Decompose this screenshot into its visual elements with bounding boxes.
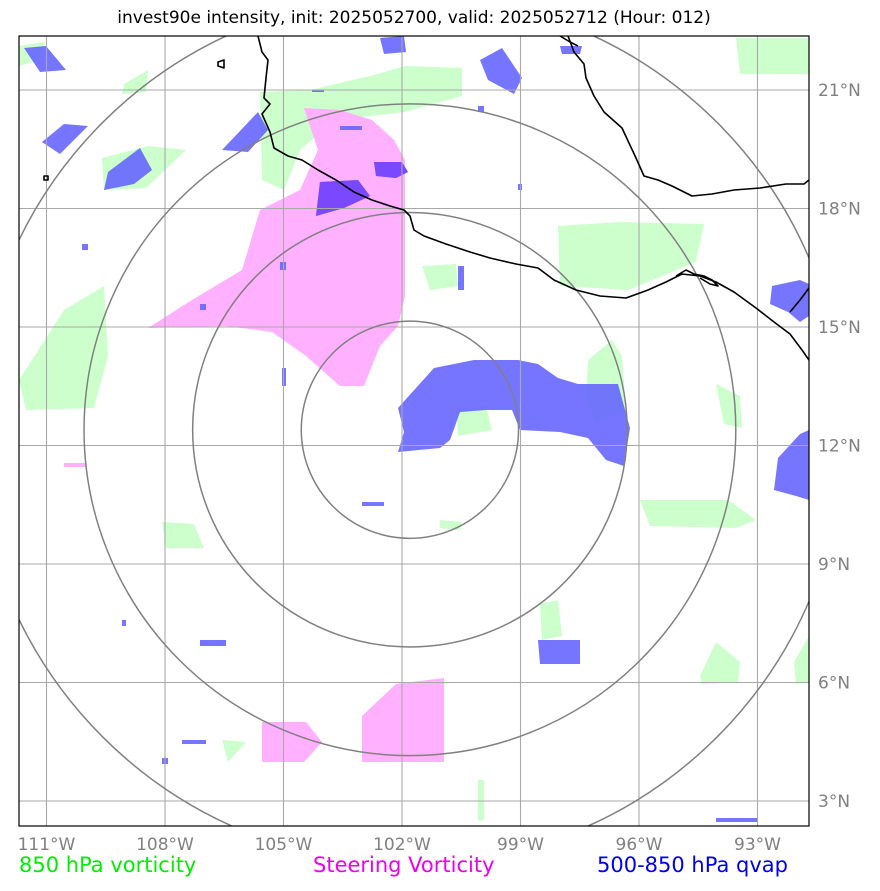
qvap-patch [770, 280, 809, 322]
qvap-patch [774, 430, 809, 500]
coastline-east [789, 287, 809, 313]
qvap-patch [480, 48, 522, 94]
lon-tick-label: 108°W [136, 835, 194, 855]
lon-tick-label: 99°W [497, 835, 544, 855]
vort850-patch [558, 222, 704, 290]
qvap-patch [42, 124, 88, 154]
vort850-patch [19, 286, 108, 410]
lat-tick-label: 15°N [818, 318, 861, 338]
overlap-patch [316, 180, 370, 216]
vort850-patch [440, 520, 462, 530]
qvap-patch [538, 640, 580, 664]
qvap-patch [458, 266, 464, 290]
legend-850-vorticity: 850 hPa vorticity [19, 853, 197, 877]
vort850-patch [422, 264, 458, 290]
qvap-patch [82, 244, 88, 250]
range-rings [19, 36, 809, 826]
steering-vort-patch [262, 722, 322, 762]
lat-tick-label: 3°N [818, 792, 850, 812]
overlap-fields [316, 162, 408, 216]
lon-tick-label: 111°W [18, 835, 76, 855]
range-ring [83, 103, 737, 757]
map-title: invest90e intensity, init: 2025052700, v… [117, 8, 711, 28]
latitude-labels: 21°N 18°N 15°N 12°N 9°N 6°N 3°N [818, 81, 861, 812]
qvap-patch [24, 46, 66, 72]
coastline-gulf-segment [559, 36, 579, 47]
legend-qvap: 500-850 hPa qvap [597, 853, 788, 877]
plot-frame [18, 35, 810, 827]
longitude-labels: 111°W 108°W 105°W 102°W 99°W 96°W 93°W [18, 835, 782, 855]
qvap-patch [200, 640, 226, 646]
island [217, 59, 225, 69]
gridlines [19, 36, 809, 826]
vort850-patch [794, 636, 809, 684]
island [43, 175, 49, 181]
qvap-patch [560, 46, 582, 54]
qvap-patch [398, 360, 630, 466]
lon-tick-label: 96°W [616, 835, 663, 855]
qvap-patch [478, 106, 484, 112]
range-ring [191, 211, 628, 648]
steering-vort-patch [148, 108, 405, 386]
coastline [43, 36, 809, 361]
lon-tick-label: 105°W [255, 835, 313, 855]
vort850-patch [540, 600, 562, 640]
qvap-patch [380, 36, 406, 54]
qvap-patch [104, 148, 152, 190]
qvap-patch [716, 818, 758, 822]
lat-tick-label: 12°N [818, 437, 861, 457]
coastline-central-america [567, 36, 809, 197]
legend-steering-vorticity: Steering Vorticity [313, 853, 495, 877]
vort850-patch [736, 38, 809, 74]
vort850-patch [716, 384, 742, 428]
qvap-patch [122, 620, 126, 626]
steering-vorticity-fields [64, 108, 444, 762]
vort850-patch [640, 500, 756, 528]
vort850-patch [478, 780, 484, 820]
qvap-patch [182, 740, 206, 744]
qvap-patch [222, 112, 268, 152]
vort850-patch [700, 642, 740, 684]
lat-tick-label: 6°N [818, 674, 850, 694]
qvap-patch [340, 126, 362, 130]
qvap-patch [200, 304, 206, 310]
vort850-patch [162, 522, 204, 548]
vort850-patch [260, 66, 462, 190]
lat-tick-label: 21°N [818, 81, 861, 101]
steering-vort-patch [362, 678, 444, 762]
range-ring [300, 320, 520, 540]
coastline-mexico [257, 36, 809, 361]
lon-tick-label: 102°W [373, 835, 431, 855]
lon-tick-label: 93°W [734, 835, 781, 855]
vort850-patch [222, 740, 246, 762]
overlap-patch [374, 162, 408, 178]
coastline-gulf-fonseca [675, 269, 719, 287]
vort850-patch [456, 406, 492, 436]
qvap-patch [362, 502, 384, 506]
lat-tick-label: 9°N [818, 555, 850, 575]
lat-tick-label: 18°N [818, 200, 861, 220]
steering-vort-patch [64, 463, 86, 467]
